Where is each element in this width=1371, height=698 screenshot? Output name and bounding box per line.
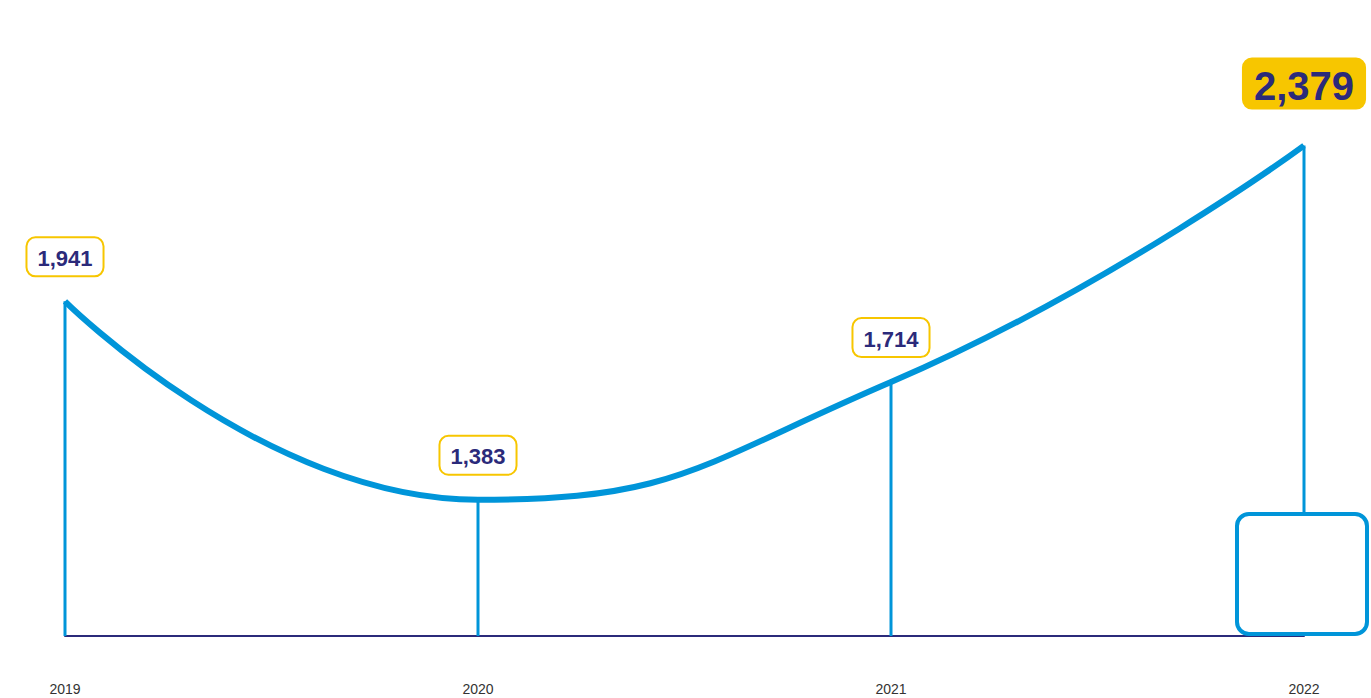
svg-text:1,383: 1,383: [450, 444, 505, 469]
svg-text:2,379: 2,379: [1254, 64, 1354, 108]
svg-text:2021: 2021: [875, 681, 906, 697]
svg-text:1,941: 1,941: [37, 246, 92, 271]
svg-text:1,714: 1,714: [863, 327, 919, 352]
svg-text:2019: 2019: [49, 681, 80, 697]
svg-text:2020: 2020: [462, 681, 493, 697]
svg-text:2022: 2022: [1288, 681, 1319, 697]
